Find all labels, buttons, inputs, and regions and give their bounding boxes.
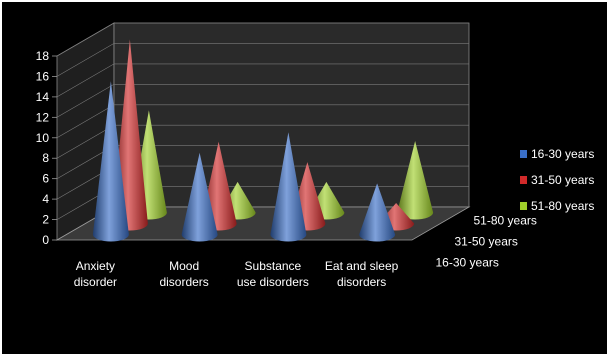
cone-chart: 0 2 4 6 8 10 12 14 16 18 Anxiety disorder Mood disor… (36, 22, 594, 289)
legend-item: 31-50 years (520, 173, 594, 187)
y-tick-label: 18 (36, 49, 50, 63)
y-tick-label: 10 (36, 131, 50, 145)
legend-item: 51-80 years (520, 199, 594, 213)
y-tick-label: 0 (42, 233, 49, 247)
depth-axis: 16-30 years 31-50 years 51-80 years (436, 214, 537, 270)
cone (397, 140, 434, 220)
legend-item: 16-30 years (520, 147, 594, 161)
legend-swatch (520, 202, 527, 210)
cone (181, 152, 218, 242)
x-tick-label: Eat and sleep disorders (325, 259, 399, 289)
legend-label: 16-30 years (531, 147, 594, 161)
y-tick-label: 12 (36, 110, 50, 124)
x-tick-label: Mood disorders (159, 259, 208, 289)
cone (359, 183, 396, 242)
y-tick-label: 4 (42, 192, 49, 206)
cone-body (359, 183, 396, 242)
y-axis: 0 2 4 6 8 10 12 14 16 18 (36, 49, 57, 247)
chart-frame: 0 2 4 6 8 10 12 14 16 18 Anxiety disorder Mood disor… (2, 2, 607, 354)
gridline (56, 22, 469, 57)
y-tick-label: 8 (42, 151, 49, 165)
cones (92, 39, 434, 242)
gridline (56, 63, 469, 98)
gridline (56, 104, 469, 139)
x-tick-label: Anxiety disorder (74, 259, 117, 289)
y-tick-label: 2 (42, 213, 49, 227)
x-tick-label: Substance use disorders (237, 259, 309, 289)
cone-body (92, 81, 129, 242)
cone-body (270, 132, 307, 242)
gridline (56, 43, 469, 77)
depth-tick-label: 16-30 years (436, 256, 499, 270)
gridline (56, 84, 469, 118)
cone (270, 132, 307, 242)
cone-body (181, 152, 218, 242)
y-tick-label: 16 (36, 69, 50, 83)
legend-label: 31-50 years (531, 173, 594, 187)
depth-tick-label: 31-50 years (455, 235, 518, 249)
cone (92, 81, 129, 242)
x-axis: Anxiety disorder Mood disorders Substance use… (74, 259, 399, 289)
depth-tick-label: 51-80 years (474, 214, 537, 228)
legend-label: 51-80 years (531, 199, 594, 213)
cone-body (397, 140, 434, 220)
legend: 16-30 years 31-50 years 51-80 years (520, 147, 594, 213)
y-tick-label: 14 (36, 90, 50, 104)
legend-swatch (520, 176, 527, 184)
legend-swatch (520, 150, 527, 158)
y-tick-label: 6 (42, 172, 49, 186)
